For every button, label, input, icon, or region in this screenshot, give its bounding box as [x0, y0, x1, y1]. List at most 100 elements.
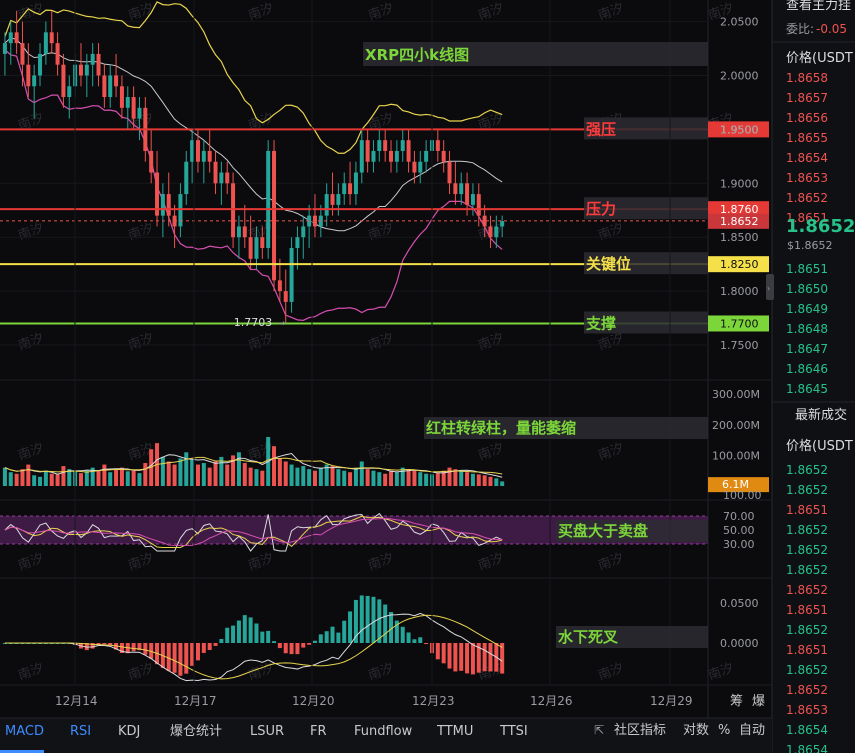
trade-price: 1.8653: [786, 703, 828, 717]
trades-price-header: 价格(USDT: [786, 438, 853, 454]
candle-body: [219, 172, 224, 184]
macd-histogram-bar: [365, 595, 370, 643]
volume-bar: [43, 470, 48, 486]
candle-body: [184, 161, 189, 195]
volume-bar: [61, 466, 66, 486]
candle-body: [371, 150, 376, 162]
indicator-tab[interactable]: KDJ: [118, 724, 140, 739]
indicator-tab[interactable]: MACD: [5, 724, 44, 739]
volume-note-box: [424, 417, 708, 439]
volume-note: 红柱转绿柱，量能萎缩: [426, 419, 576, 437]
ask-price: 1.8657: [786, 91, 828, 105]
indicator-tab[interactable]: Fundflow: [354, 724, 413, 739]
macd-histogram-bar: [201, 643, 206, 653]
macd-histogram-bar: [254, 623, 259, 643]
liquidation-toggle[interactable]: 爆: [752, 694, 765, 709]
main-orders-title[interactable]: 查看主力挂: [786, 0, 851, 13]
volume-bar: [412, 470, 417, 486]
macd-histogram-bar: [149, 643, 154, 659]
log-scale-toggle[interactable]: 对数: [683, 723, 709, 738]
candle-body: [295, 237, 300, 248]
macd-note: 水下死叉: [558, 628, 619, 646]
candle-body: [359, 140, 364, 173]
volume-bar: [318, 467, 323, 486]
candle-body: [137, 107, 142, 119]
level-axis-badge: [708, 121, 769, 138]
macd-histogram-bar: [236, 620, 241, 643]
indicator-tab[interactable]: TTSI: [499, 724, 528, 739]
volume-bar: [184, 452, 189, 486]
macd-histogram-bar: [84, 643, 89, 651]
price-axis-tick: 2.0000: [720, 69, 759, 82]
price-axis-tick: 2.0500: [720, 16, 759, 29]
volume-bar: [289, 464, 294, 486]
macd-histogram-bar: [447, 643, 452, 669]
volume-bar: [482, 475, 487, 486]
volume-bar: [8, 472, 13, 486]
price-axis-tick: 1.7500: [720, 339, 759, 352]
candle-body: [61, 64, 66, 98]
level-note-box: [584, 311, 708, 334]
volume-bar: [26, 464, 31, 486]
volume-bar: [195, 464, 200, 486]
candle-body: [266, 150, 271, 248]
volume-current-label: 6.1M: [722, 478, 749, 491]
latest-trades-title[interactable]: 最新成交: [795, 407, 847, 423]
macd-histogram-bar: [283, 643, 288, 654]
candle-body: [476, 194, 481, 216]
volume-current-badge: [708, 477, 769, 493]
indicator-tab[interactable]: FR: [310, 724, 327, 739]
candle-body: [435, 140, 440, 151]
macd-histogram-bar: [353, 599, 358, 643]
volume-bar: [260, 470, 265, 486]
macd-histogram-bar: [207, 643, 212, 650]
volume-bar: [359, 461, 364, 486]
macd-axis-tick: 0.0500: [720, 597, 759, 610]
panel-resize-handle[interactable]: [766, 274, 774, 300]
time-axis-tick: 12月29: [650, 694, 693, 708]
volume-bar: [178, 458, 183, 486]
macd-histogram-bar: [96, 643, 101, 646]
macd-histogram-bar: [418, 637, 423, 643]
macd-note-box: [556, 626, 708, 648]
candle-body: [383, 140, 388, 151]
last-price-usd: $1.8652: [787, 239, 833, 252]
candle-body: [155, 172, 160, 216]
volume-bar: [377, 472, 382, 486]
candle-body: [353, 172, 358, 195]
volume-bar: [160, 456, 165, 486]
chip-distribution-toggle[interactable]: 筹: [730, 693, 743, 709]
volume-axis-tick: 200.00M: [712, 419, 760, 432]
trade-price: 1.8652: [786, 663, 828, 677]
volume-bar: [32, 475, 37, 486]
auto-scale-toggle[interactable]: 自动: [739, 723, 765, 738]
indicator-tab[interactable]: TTMU: [436, 724, 473, 739]
percent-scale-toggle[interactable]: %: [718, 723, 730, 738]
volume-bar: [90, 467, 95, 486]
macd-histogram-bar: [108, 643, 113, 646]
candle-body: [324, 194, 329, 216]
level-axis-badge: [708, 256, 769, 273]
volume-bar: [500, 481, 505, 486]
volume-bar: [20, 469, 25, 486]
candle-body: [412, 161, 417, 173]
volume-bar: [55, 474, 60, 486]
candle-body: [260, 237, 265, 248]
volume-bar: [441, 470, 446, 486]
volume-bar: [371, 470, 376, 486]
order-book-panel: 查看主力挂 委比: -0.05 价格(USDT 1.86581.86571.86…: [772, 0, 855, 753]
candle-body: [190, 140, 195, 162]
ask-price: 1.8654: [786, 151, 828, 165]
indicator-tab[interactable]: LSUR: [250, 724, 284, 739]
volume-bar: [365, 469, 370, 486]
candle-body: [178, 194, 183, 227]
macd-histogram-bar: [377, 599, 382, 643]
candle-body: [377, 140, 382, 151]
volume-bar: [108, 472, 113, 486]
macd-histogram-bar: [336, 632, 341, 643]
indicator-tab[interactable]: RSI: [70, 724, 91, 739]
candle-body: [447, 161, 452, 184]
community-indicator-button[interactable]: 社区指标: [614, 722, 666, 738]
indicator-tab[interactable]: 爆仓统计: [170, 724, 222, 739]
